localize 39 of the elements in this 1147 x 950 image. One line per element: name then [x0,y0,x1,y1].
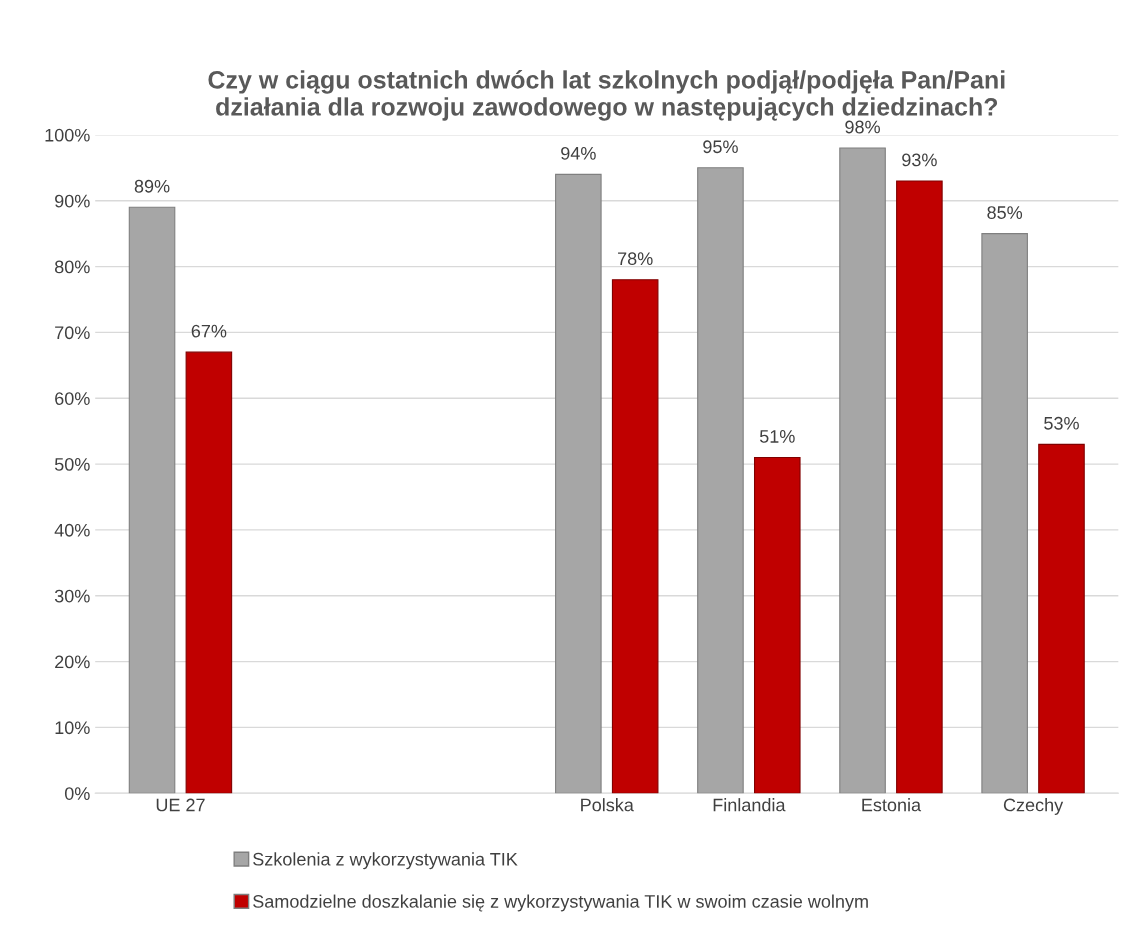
x-tick-label: Estonia [862,798,922,812]
bar [697,167,744,794]
data-label: 67% [191,324,227,338]
legend-label: Samodzielne doszkalanie się z wykorzystywania TIK w swoim czasie wolnym [253,894,868,912]
bar [611,279,659,794]
data-label: 95% [703,140,738,154]
chart-title: Czy w ciągu ostatnich dwóch lat szkolnych podjął/podjęła Pan/Pani działania dla rozwoju zawodowego w następujących dziedzinach? [208,70,1005,121]
y-tick-label: 30% [54,589,90,603]
bar [896,180,943,794]
y-tick-label: 20% [55,655,90,669]
bar [128,206,176,794]
x-tick-label: Finlandia [713,798,786,812]
x-tick-label: UE 27 [156,798,205,812]
bar [555,173,602,794]
data-label: 78% [618,252,653,266]
x-tick-label: Czechy [1003,798,1064,815]
y-tick-label: 60% [55,392,90,405]
data-label: 85% [987,206,1023,219]
data-label: 93% [902,153,937,167]
bar [839,147,886,794]
bar [981,233,1028,794]
y-tick-label: 40% [54,523,90,537]
bar [1038,443,1085,794]
data-label: 53% [1044,416,1079,430]
data-label: 51% [759,430,795,443]
y-tick-label: 90% [55,194,90,208]
legend-label: Szkolenia z wykorzystywania TIK [253,852,518,870]
y-tick-label: 10% [55,721,90,735]
y-tick-label: 0% [64,787,90,800]
y-tick-label: 100% [45,128,90,142]
bar [185,351,233,794]
y-tick-label: 80% [54,260,90,274]
y-tick-label: 70% [55,326,90,340]
data-label: 98% [845,120,880,134]
y-tick-label: 50% [54,458,90,471]
data-label: 94% [561,146,596,160]
data-label: 89% [134,179,170,193]
x-tick-label: Polska [581,798,634,812]
bar [753,456,801,794]
